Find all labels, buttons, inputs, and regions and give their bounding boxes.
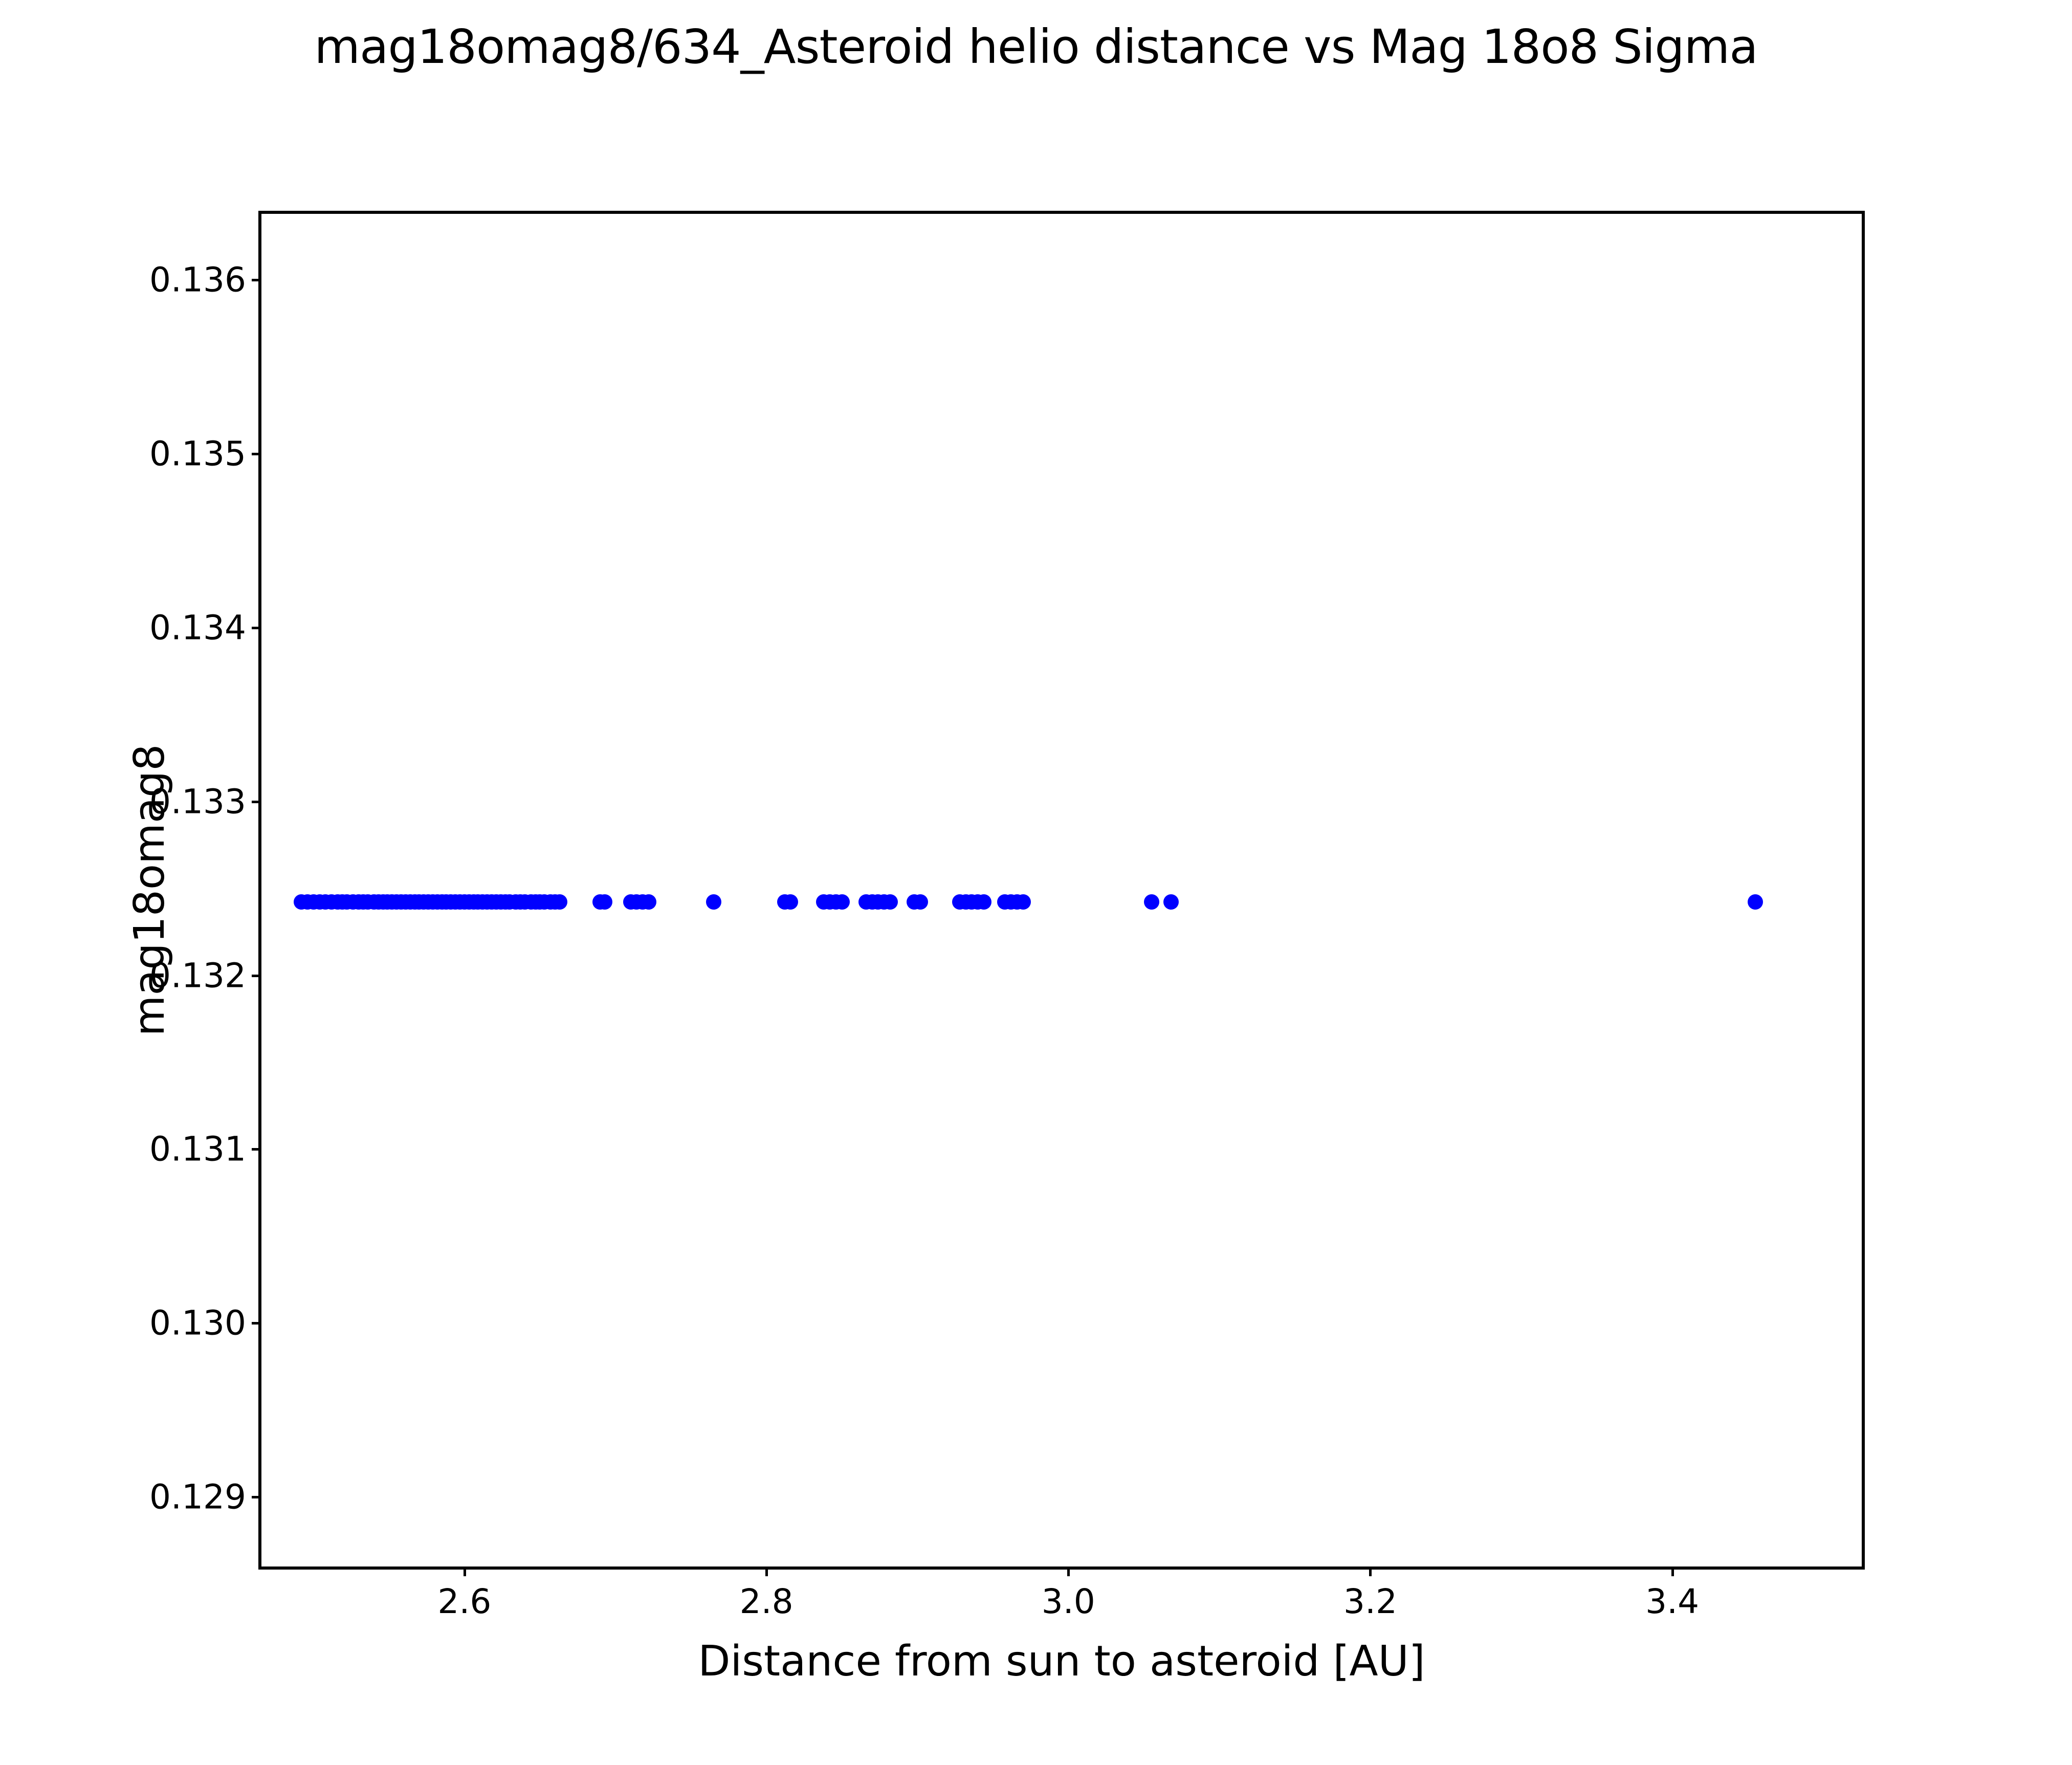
y-tick-mark	[252, 1496, 261, 1499]
y-tick-mark	[252, 626, 261, 629]
data-point	[976, 894, 992, 910]
data-point	[706, 894, 721, 910]
x-tick-label: 3.4	[1645, 1582, 1700, 1621]
x-tick-mark	[765, 1567, 768, 1576]
data-point	[883, 894, 898, 910]
x-tick-mark	[1671, 1567, 1674, 1576]
x-tick-mark	[1067, 1567, 1070, 1576]
y-tick-label: 0.132	[149, 956, 246, 996]
y-tick-mark	[252, 452, 261, 455]
y-tick-mark	[252, 1148, 261, 1151]
data-point	[1747, 894, 1763, 910]
x-tick-label: 3.2	[1343, 1582, 1397, 1621]
x-tick-label: 3.0	[1041, 1582, 1095, 1621]
x-tick-label: 2.6	[437, 1582, 492, 1621]
data-point	[783, 894, 799, 910]
y-tick-mark	[252, 800, 261, 803]
data-point	[913, 894, 929, 910]
plot-area: 0.129 0.130 0.131 0.132 0.133 0.134 0.135 0.136…	[149, 211, 1865, 1621]
y-tick-label: 0.131	[149, 1129, 246, 1169]
data-point	[1015, 894, 1031, 910]
x-tick-mark	[463, 1567, 466, 1576]
data-point	[1163, 894, 1179, 910]
data-point	[641, 894, 656, 910]
x-tick-mark	[1369, 1567, 1372, 1576]
y-tick-label: 0.135	[149, 434, 246, 474]
y-tick-mark	[252, 1322, 261, 1325]
y-tick-label: 0.133	[149, 782, 246, 822]
y-tick-mark	[252, 974, 261, 977]
scatter-series	[261, 214, 1862, 1567]
y-tick-label: 0.136	[149, 260, 246, 300]
y-tick-mark	[252, 279, 261, 282]
data-point	[834, 894, 850, 910]
y-tick-label: 0.130	[149, 1303, 246, 1343]
data-point	[552, 894, 567, 910]
x-axis-label: Distance from sun to asteroid [AU]	[698, 1637, 1425, 1686]
y-tick-label: 0.134	[149, 608, 246, 648]
x-tick-label: 2.8	[739, 1582, 793, 1621]
data-point	[1143, 894, 1159, 910]
y-tick-label: 0.129	[149, 1477, 246, 1517]
data-point	[597, 894, 613, 910]
chart-title: mag18omag8/634_Asteroid helio distance v…	[314, 19, 1758, 74]
y-axis-label: mag18omag8	[125, 744, 174, 1036]
